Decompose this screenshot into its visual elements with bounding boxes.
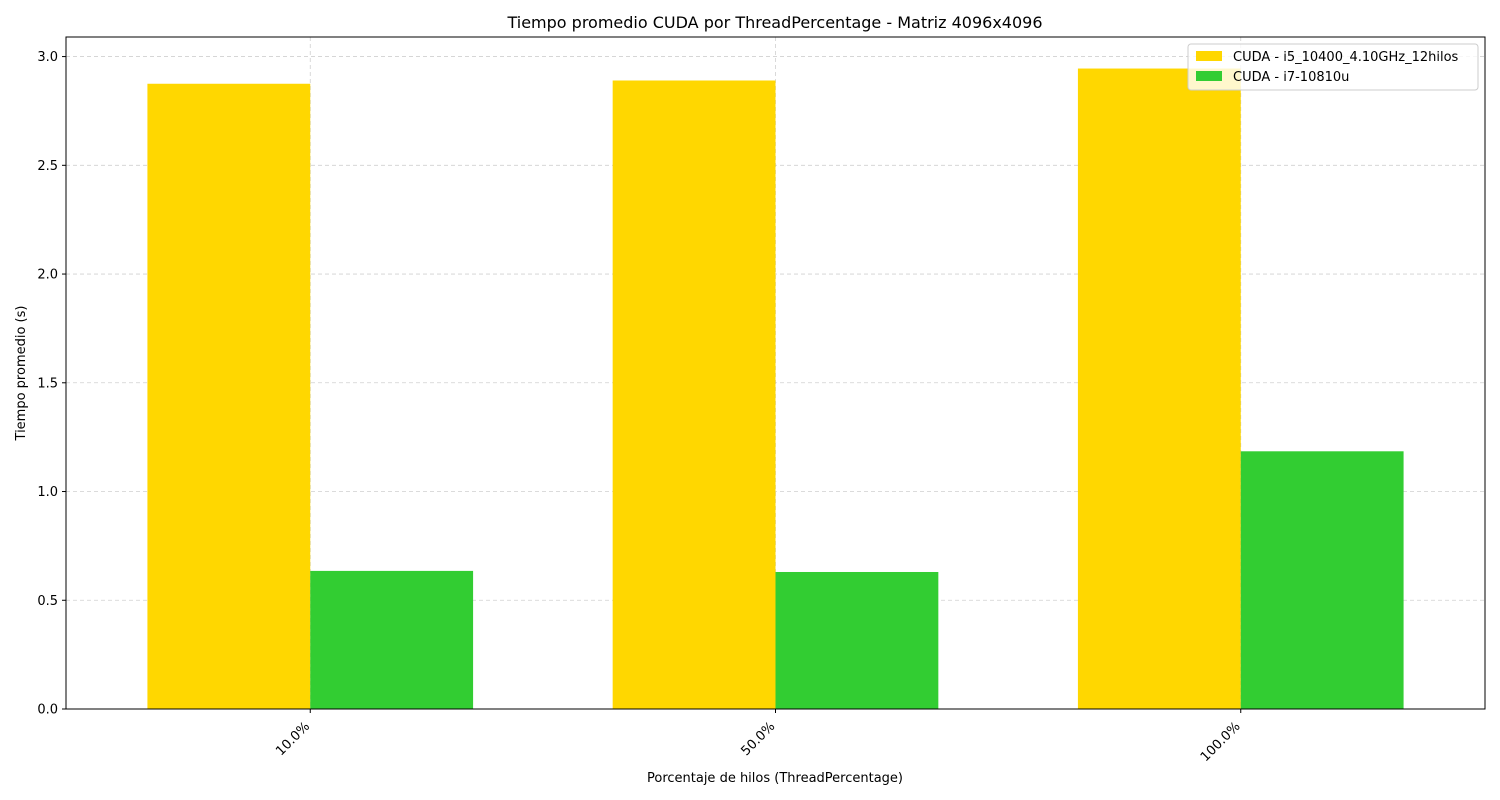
y-tick-label: 1.5 (37, 376, 58, 391)
x-axis-label: Porcentaje de hilos (ThreadPercentage) (647, 771, 903, 786)
chart-title: Tiempo promedio CUDA por ThreadPercentag… (506, 13, 1042, 32)
y-axis-ticks: 0.0 0.5 1.0 1.5 2.0 2.5 3.0 (37, 50, 66, 718)
bar-series-2-100 (310, 570, 474, 709)
legend-swatch-series-1 (1196, 51, 1222, 61)
x-axis-ticks: 10.0% 50.0% 100.0% (273, 709, 1244, 765)
y-tick-label: 0.5 (37, 594, 58, 609)
y-tick-label: 3.0 (37, 50, 58, 65)
y-axis-label: Tiempo promedio (s) (14, 306, 29, 442)
legend-box (1187, 43, 1479, 91)
legend-swatch-series-2 (1196, 71, 1222, 81)
legend-label-series-1: CUDA - i5_10400_4.10GHz_12hilos (1233, 50, 1459, 65)
bars (147, 68, 1404, 710)
y-tick-label: 2.5 (37, 159, 58, 174)
x-tick-label: 100.0% (1198, 719, 1244, 765)
x-tick-label: 50.0% (739, 719, 779, 759)
legend: CUDA - i5_10400_4.10GHz_12hilos CUDA - i… (1187, 43, 1479, 91)
y-tick-label: 1.0 (37, 485, 58, 500)
x-tick-label: 10.0% (273, 719, 313, 759)
bar-series-1-500 (612, 80, 776, 710)
legend-label-series-2: CUDA - i7-10810u (1233, 70, 1349, 85)
bar-series-1-100 (147, 83, 311, 710)
y-tick-label: 2.0 (37, 268, 58, 283)
bar-series-2-1000 (1240, 451, 1404, 709)
bar-series-1-1000 (1077, 68, 1241, 709)
bar-series-2-500 (775, 571, 939, 709)
y-tick-label: 0.0 (37, 703, 58, 718)
